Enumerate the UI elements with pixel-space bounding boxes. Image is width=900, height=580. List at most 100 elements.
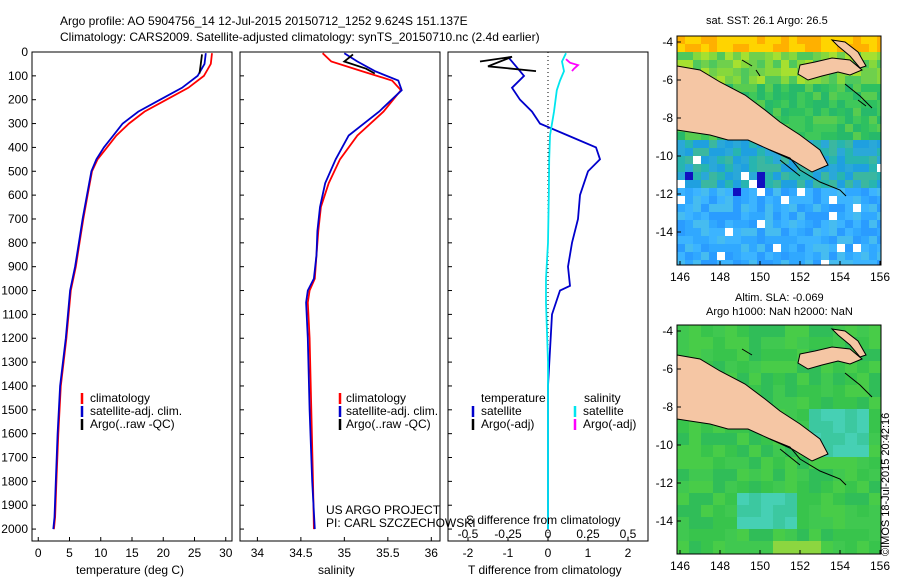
sst-cell [853,140,861,148]
temperature-xtick-label: 25 [188,546,202,560]
sst-map-title: sat. SST: 26.1 Argo: 26.5 [706,15,828,27]
sla-cell [821,457,833,469]
sst-cell [701,220,709,228]
sla-cell [749,445,761,457]
sst-cell [821,132,829,140]
sst-cell [861,76,869,84]
sst-cell [709,140,717,148]
sst-cell [757,156,765,164]
sla-cell [749,469,761,481]
sst-cell [733,148,741,156]
sla-cell [773,481,785,493]
sst-cell [853,108,861,116]
sst-cell [877,220,881,228]
sla-cell [701,325,713,337]
sst-cell [805,188,813,196]
sst-cell [837,180,845,188]
sst-cell [701,252,709,260]
sla-cell [689,505,701,517]
sst-cell [861,180,869,188]
sst-cell [813,124,821,132]
sla-cell [809,529,821,541]
sst-cell [725,212,733,220]
sla-cell [845,493,857,505]
sla-cell [869,481,881,493]
depth-tick-label: 1100 [2,307,28,321]
sst-cell [869,116,877,124]
salinity-xtick-label: 34 [251,546,265,560]
depth-tick-label: 2000 [1,522,28,536]
sst-cell [821,212,829,220]
sst-cell [853,132,861,140]
sst-cell [685,260,693,265]
sst-cell [845,172,853,180]
sst-cell [765,100,773,108]
sla-cell [857,409,869,421]
sst-cell [701,180,709,188]
sst-cell [821,164,829,172]
sst-map-lat-label: -10 [656,149,674,163]
sst-cell [861,204,869,212]
sst-cell [789,188,797,196]
sst-cell [725,220,733,228]
sla-cell [677,481,689,493]
sla-cell [749,481,761,493]
sla-cell [809,397,821,409]
sla-cell [725,505,737,517]
depth-tick-label: 1300 [1,355,28,369]
sst-cell [821,36,829,44]
sla-cell [833,457,845,469]
sst-cell [821,188,829,196]
sst-cell [845,204,853,212]
sst-cell [701,44,709,52]
sla-cell [725,481,737,493]
sst-cell [701,148,709,156]
sst-cell [781,100,789,108]
sla-cell [821,373,833,385]
figure-title-line2: Climatology: CARS2009. Satellite-adjuste… [60,30,540,44]
sst-cell [757,68,765,76]
sla-cell [773,445,785,457]
sst-cell [741,36,749,44]
sst-cell [845,100,853,108]
depth-tick-label: 400 [8,140,28,154]
sst-cell [861,260,869,265]
sst-cell [853,196,861,204]
sst-cell [717,172,725,180]
sla-cell [725,349,737,361]
sla-cell [857,361,869,373]
sst-cell [789,116,797,124]
sla-cell [749,373,761,385]
sst-cell [741,148,749,156]
sst-cell [805,228,813,236]
sst-cell [805,132,813,140]
sst-cell [805,36,813,44]
sla-cell [809,469,821,481]
sst-cell [685,204,693,212]
sst-cell [781,204,789,212]
sst-cell [781,228,789,236]
sst-cell [869,100,877,108]
sst-cell [853,260,861,265]
sst-cell [813,140,821,148]
sla-cell [785,325,797,337]
sst-cell [829,132,837,140]
sla-cell [749,433,761,445]
sst-cell [757,196,765,204]
sla-map-lat-label: -14 [656,514,674,528]
sst-cell [821,244,829,252]
sla-cell [821,529,833,541]
sst-cell [685,60,693,68]
sst-cell [709,252,717,260]
sst-cell [813,252,821,260]
sst-cell [741,60,749,68]
sst-cell [749,188,757,196]
sst-cell [757,172,765,180]
sst-cell [733,260,741,265]
depth-tick-label: 1500 [1,403,28,417]
sla-cell [725,517,737,529]
sst-cell [837,140,845,148]
sst-cell [829,196,837,204]
sst-cell [781,68,789,76]
sst-cell [781,244,789,252]
